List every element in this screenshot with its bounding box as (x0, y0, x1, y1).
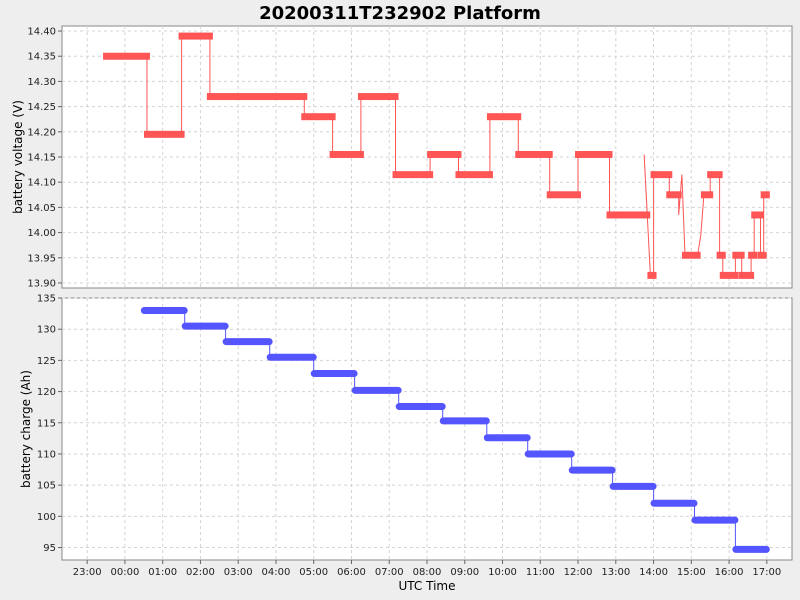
x-tick-label: 03:00 (224, 567, 253, 578)
y-tick-label: 14.00 (27, 228, 56, 239)
y-tick-label: 13.95 (27, 253, 56, 264)
y-tick-label: 130 (37, 325, 56, 336)
series-segment (143, 130, 185, 138)
x-axis-label: UTC Time (399, 579, 456, 593)
series-segment (748, 251, 758, 259)
x-tick-label: 13:00 (601, 567, 630, 578)
series-segment (707, 171, 723, 179)
y-tick-label: 14.05 (27, 203, 56, 214)
y-tick-label: 14.15 (27, 153, 56, 164)
charge-panel: 95 100 105 110 115 120 125 130 135 battery charg… (19, 294, 793, 561)
series-segment (178, 32, 213, 40)
series-segment (716, 251, 726, 259)
voltage-y-ticks: 13.90 13.95 14.00 14.05 14.10 14.15 14.20 14.25… (27, 27, 62, 289)
series-segment (760, 191, 770, 199)
voltage-panel: 13.90 13.95 14.00 14.05 14.10 14.15 14.20 14.25… (11, 25, 793, 289)
y-tick-label: 110 (37, 449, 56, 460)
x-tick-label: 11:00 (526, 567, 555, 578)
y-tick-label: 120 (37, 387, 56, 398)
y-tick-label: 14.25 (27, 102, 56, 113)
y-tick-label: 135 (37, 294, 56, 305)
voltage-series (103, 32, 770, 279)
series-segment (301, 113, 336, 121)
series-segment (575, 150, 613, 158)
x-tick-label: 10:00 (488, 567, 517, 578)
x-tick-label: 15:00 (677, 567, 706, 578)
series-segment (483, 434, 531, 442)
y-tick-label: 14.30 (27, 77, 56, 88)
series-segment (140, 306, 188, 314)
series-segment (700, 191, 714, 199)
y-tick-label: 14.35 (27, 52, 56, 63)
x-tick-label: 07:00 (375, 567, 404, 578)
voltage-grid (62, 26, 792, 288)
x-tick-label: 17:00 (752, 567, 781, 578)
y-tick-label: 125 (37, 356, 56, 367)
series-segment (351, 386, 402, 394)
x-tick-label: 06:00 (337, 567, 366, 578)
series-segment (392, 171, 434, 179)
charge-grid (62, 297, 792, 560)
series-segment (647, 271, 657, 279)
series-segment (222, 338, 273, 346)
series-segment (691, 516, 739, 524)
y-tick-label: 14.10 (27, 178, 56, 189)
series-segment (455, 171, 493, 179)
y-tick-label: 105 (37, 481, 56, 492)
series-segment (732, 545, 770, 553)
series-segment (609, 482, 657, 490)
y-tick-label: 115 (37, 418, 56, 429)
series-segment (103, 52, 150, 60)
x-tick-label: 02:00 (186, 567, 215, 578)
charge-series (140, 306, 770, 553)
series-segment (515, 150, 553, 158)
series-segment (395, 403, 446, 411)
x-axis-ticks: 23:00 00:00 01:00 02:00 03:00 04:00 05:00 06:00… (73, 560, 781, 578)
series-segment (329, 150, 364, 158)
y-tick-label: 95 (43, 543, 56, 554)
series-segment (427, 150, 462, 158)
chart-title: 20200311T232902 Platform (259, 3, 541, 24)
series-segment (606, 211, 651, 219)
series-segment (568, 466, 616, 474)
series-segment (486, 113, 522, 121)
series-segment (310, 369, 358, 377)
series-segment (751, 211, 764, 219)
x-tick-label: 08:00 (413, 567, 442, 578)
series-segment (206, 93, 308, 101)
series-segment (732, 251, 745, 259)
x-tick-label: 23:00 (73, 567, 102, 578)
series-segment (682, 251, 701, 259)
series-segment (757, 251, 767, 259)
series-segment (546, 191, 582, 199)
x-tick-label: 09:00 (450, 567, 479, 578)
x-tick-label: 12:00 (564, 567, 593, 578)
charge-y-axis-label: battery charge (Ah) (19, 370, 33, 488)
charge-y-ticks: 95 100 105 110 115 120 125 130 135 (37, 294, 62, 554)
voltage-y-axis-label: battery voltage (V) (11, 100, 25, 214)
series-segment (524, 450, 575, 458)
series-segment (357, 93, 399, 101)
y-tick-label: 14.40 (27, 27, 56, 38)
x-tick-label: 16:00 (715, 567, 744, 578)
x-tick-label: 05:00 (299, 567, 328, 578)
y-tick-label: 13.90 (27, 278, 56, 289)
series-segment (738, 271, 755, 279)
x-tick-label: 14:00 (639, 567, 668, 578)
series-segment (650, 171, 673, 179)
series-segment (719, 271, 739, 279)
series-segment (266, 353, 317, 361)
series-segment (666, 191, 682, 199)
series-segment (650, 499, 698, 507)
x-tick-label: 04:00 (262, 567, 291, 578)
y-tick-label: 14.20 (27, 127, 56, 138)
y-tick-label: 100 (37, 512, 56, 523)
series-segment (439, 417, 490, 425)
x-tick-label: 01:00 (148, 567, 177, 578)
x-tick-label: 00:00 (111, 567, 140, 578)
series-segment (181, 322, 229, 330)
